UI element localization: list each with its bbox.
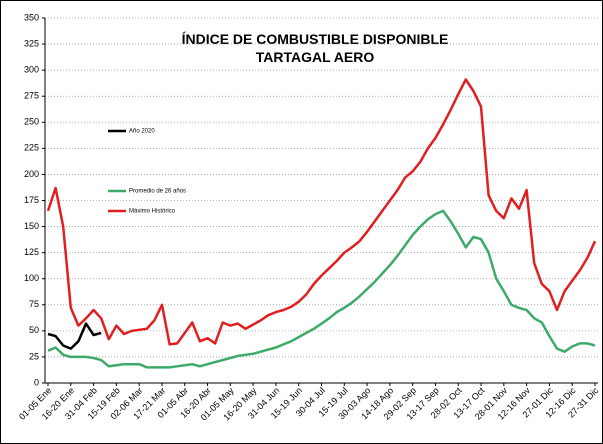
chart-subtitle: TARTAGAL AERO <box>256 49 375 65</box>
y-tick-label: 325 <box>24 38 39 48</box>
y-tick-label: 225 <box>24 143 39 153</box>
series-line <box>46 78 597 346</box>
y-tick-label: 25 <box>29 351 39 361</box>
series-line <box>47 322 102 350</box>
legend-label: Promedio de 26 años <box>129 189 186 195</box>
y-tick-label: 75 <box>29 299 39 309</box>
y-tick-label: 0 <box>34 377 39 387</box>
y-tick-label: 175 <box>24 195 39 205</box>
legend-label: Máximo Histórico <box>129 209 176 215</box>
series-line <box>47 209 596 369</box>
y-tick-label: 350 <box>24 12 39 22</box>
legend-label: Año 2020 <box>129 129 155 135</box>
y-tick-label: 100 <box>24 273 39 283</box>
y-tick-label: 250 <box>24 117 39 127</box>
y-tick-label: 275 <box>24 91 39 101</box>
y-tick-label: 125 <box>24 247 39 257</box>
y-tick-label: 200 <box>24 169 39 179</box>
y-tick-label: 50 <box>29 325 39 335</box>
y-tick-label: 300 <box>24 65 39 75</box>
chart-title: ÍNDICE DE COMBUSTIBLE DISPONIBLE <box>182 31 449 47</box>
y-tick-label: 150 <box>24 221 39 231</box>
